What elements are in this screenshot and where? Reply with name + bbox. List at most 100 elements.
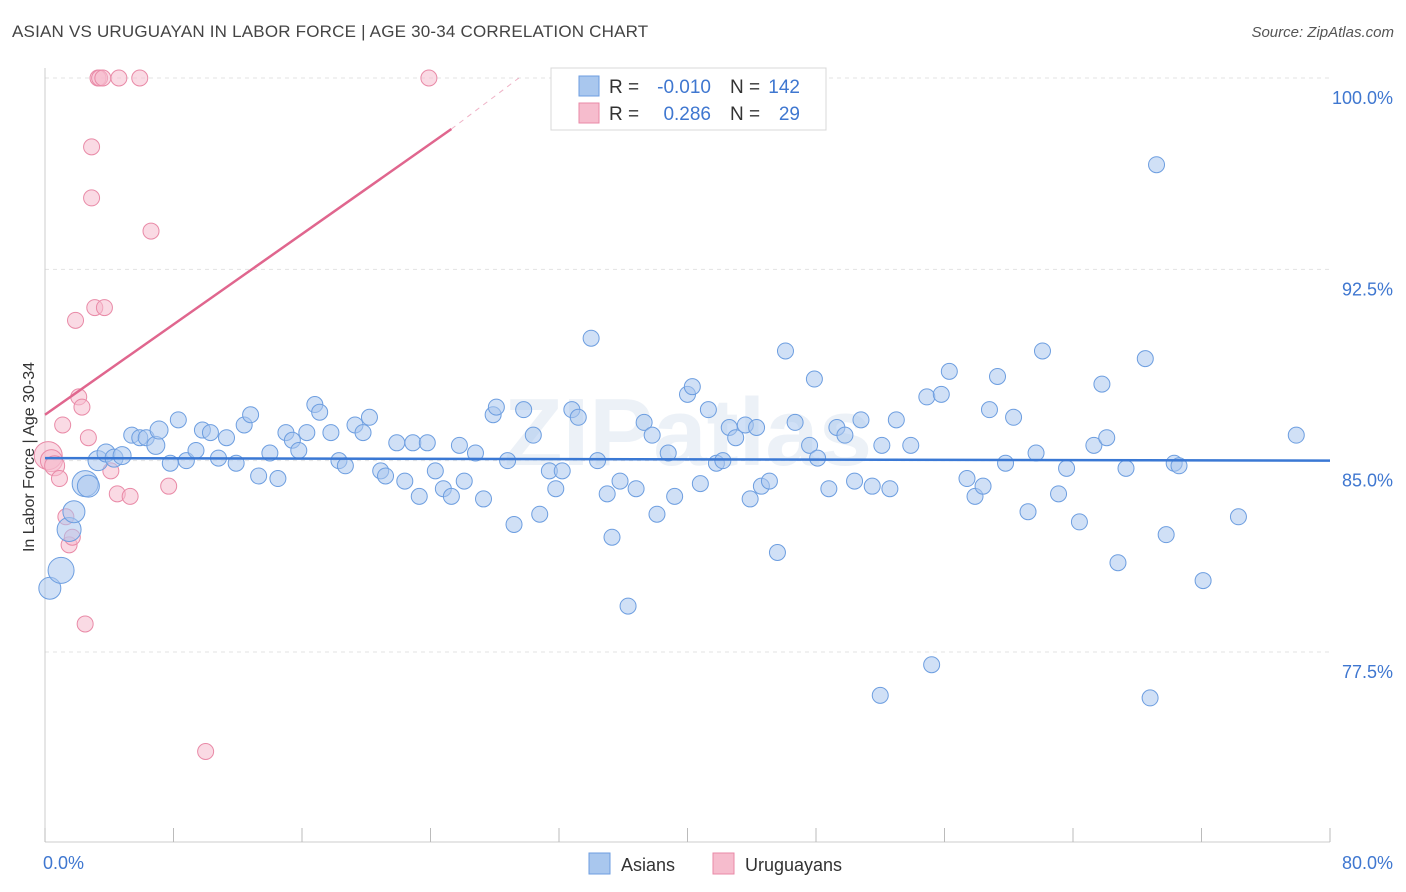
asian-point [505,515,523,533]
asian-point [218,429,236,447]
asian-point [997,454,1015,472]
uruguayan-point [94,69,112,87]
y-tick-label: 100.0% [1332,88,1393,108]
asian-point [871,686,889,704]
asian-point [741,490,759,508]
asian-point [582,329,600,347]
asian-point [1229,508,1247,526]
series-legend: Asians Uruguayans [588,852,842,875]
uruguayan-point [131,69,149,87]
asian-point [250,467,268,485]
uruguayan-point [79,429,97,447]
legend-n-label: N = [730,104,760,125]
legend-swatch-uruguayans [712,852,735,875]
asian-point [648,505,666,523]
asian-point [776,342,794,360]
asian-point [547,480,565,498]
asian-point [499,452,517,470]
asian-point [760,472,778,490]
asian-point [635,413,653,431]
grid-layer [45,77,1330,653]
asian-point [336,457,354,475]
asian-point [902,436,920,454]
asian-point [918,388,936,406]
asian-point [418,434,436,452]
asian-point [466,444,484,462]
asian-point [846,472,864,490]
asian-point [980,401,998,419]
asian-point [836,426,854,444]
legend-n-value-uruguayans: 29 [779,104,800,125]
asian-point [62,500,86,524]
asian-point [852,411,870,429]
asian-point [1136,350,1154,368]
asian-point [269,470,287,488]
legend-swatch-asians [588,852,611,875]
asian-point [311,403,329,421]
uruguayan-point [67,311,85,329]
asian-point [450,436,468,454]
asian-point [201,424,219,442]
uruguayan-point [121,487,139,505]
asian-point [768,544,786,562]
chart-title: ASIAN VS URUGUAYAN IN LABOR FORCE | AGE … [12,22,649,41]
asian-point [619,597,637,615]
asian-point [322,424,340,442]
asian-point [786,413,804,431]
uruguayan-point [197,742,215,760]
uruguayan-point [50,470,68,488]
uruguayan-point [95,299,113,317]
asian-point [442,487,460,505]
asian-point [1157,526,1175,544]
asian-point [1170,457,1188,475]
asian-point [1058,459,1076,477]
asian-point [611,472,629,490]
asian-point [820,480,838,498]
asian-point [923,656,941,674]
uruguayan-point [160,477,178,495]
tick-labels: 77.5% 85.0% 92.5% 100.0% 0.0% 80.0% [43,88,1393,873]
asian-point [146,435,166,455]
asian-point [1194,572,1212,590]
legend-swatch-uruguayans [578,102,600,124]
asian-point [659,444,677,462]
asian-point [1085,436,1103,454]
asian-point [699,401,717,419]
asian-point [455,472,473,490]
y-tick-label: 77.5% [1342,662,1393,682]
asian-point [76,474,100,498]
uruguayan-point [54,416,72,434]
asian-point [47,556,75,584]
asian-point [404,434,422,452]
asian-point [627,480,645,498]
trend-layer [44,77,1331,462]
asian-point [643,426,661,444]
legend-n-label: N = [730,77,760,98]
uruguayan-points [33,69,438,760]
legend-n-value-asians: 142 [768,77,800,98]
asian-point [691,475,709,493]
legend-label-asians: Asians [621,855,675,875]
asian-point [940,362,958,380]
asian-point [727,429,745,447]
asian-point [149,420,169,440]
asian-point [887,411,905,429]
asian-point [598,485,616,503]
uruguayan-point [76,615,94,633]
asian-point [396,472,414,490]
asian-point [487,398,505,416]
asian-point [1019,503,1037,521]
asian-point [683,378,701,396]
source-label: Source: ZipAtlas.com [1251,24,1394,41]
asian-point [1148,156,1166,174]
asian-point [1098,429,1116,447]
asian-point [603,528,621,546]
asian-point [1005,408,1023,426]
uruguayan-point [83,138,101,156]
y-tick-label: 92.5% [1342,279,1393,299]
asian-point [531,505,549,523]
asian-point [881,480,899,498]
uruguayan-point [420,69,438,87]
legend-r-value-uruguayans: 0.286 [663,104,711,125]
asian-point [1109,554,1127,572]
